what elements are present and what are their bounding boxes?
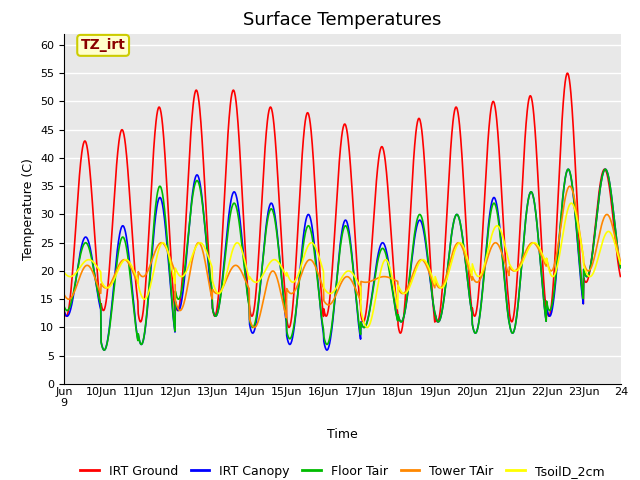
IRT Ground: [246, 308, 254, 313]
IRT Canopy: [502, 288, 509, 294]
Floor Tair: [616, 264, 624, 270]
Tower TAir: [250, 324, 258, 330]
TsoilD_2cm: [551, 272, 559, 277]
TsoilD_2cm: [170, 277, 178, 283]
IRT Ground: [502, 260, 509, 265]
Tower TAir: [246, 318, 254, 324]
Floor Tair: [184, 233, 192, 239]
Line: IRT Ground: IRT Ground: [64, 73, 620, 333]
Tower TAir: [429, 280, 436, 286]
TsoilD_2cm: [502, 245, 509, 251]
IRT Canopy: [60, 308, 68, 314]
Line: IRT Canopy: IRT Canopy: [64, 169, 620, 350]
IRT Canopy: [171, 326, 179, 332]
Tower TAir: [184, 283, 191, 288]
Floor Tair: [564, 167, 572, 172]
Y-axis label: Temperature (C): Temperature (C): [22, 158, 35, 260]
IRT Ground: [184, 183, 191, 189]
Tower TAir: [551, 261, 559, 267]
IRT Ground: [60, 307, 68, 312]
IRT Ground: [429, 299, 436, 305]
TsoilD_2cm: [60, 269, 68, 275]
Floor Tair: [100, 347, 108, 353]
IRT Canopy: [564, 167, 572, 172]
Floor Tair: [171, 325, 179, 331]
Line: Tower TAir: Tower TAir: [64, 186, 620, 327]
TsoilD_2cm: [429, 276, 436, 282]
IRT Canopy: [551, 288, 559, 294]
Legend: IRT Ground, IRT Canopy, Floor Tair, Tower TAir, TsoilD_2cm: IRT Ground, IRT Canopy, Floor Tair, Towe…: [76, 460, 609, 480]
Tower TAir: [502, 262, 509, 268]
X-axis label: Time: Time: [327, 428, 358, 441]
Tower TAir: [170, 266, 178, 272]
IRT Canopy: [616, 264, 624, 270]
IRT Ground: [397, 330, 404, 336]
TsoilD_2cm: [246, 275, 254, 280]
Text: TZ_irt: TZ_irt: [81, 38, 125, 52]
Line: Floor Tair: Floor Tair: [64, 169, 620, 350]
TsoilD_2cm: [568, 200, 575, 206]
IRT Ground: [551, 259, 559, 265]
IRT Canopy: [429, 299, 436, 305]
IRT Ground: [170, 301, 178, 307]
Floor Tair: [551, 284, 559, 289]
Title: Surface Temperatures: Surface Temperatures: [243, 11, 442, 29]
IRT Canopy: [100, 347, 108, 353]
Tower TAir: [566, 183, 573, 189]
IRT Canopy: [184, 235, 192, 241]
TsoilD_2cm: [616, 261, 624, 267]
Tower TAir: [60, 291, 68, 297]
Tower TAir: [616, 258, 624, 264]
Floor Tair: [246, 320, 254, 326]
Floor Tair: [60, 303, 68, 309]
Floor Tair: [502, 290, 509, 296]
IRT Ground: [616, 274, 624, 279]
IRT Ground: [564, 70, 572, 76]
TsoilD_2cm: [184, 265, 191, 271]
TsoilD_2cm: [364, 324, 371, 330]
Floor Tair: [429, 298, 436, 304]
IRT Canopy: [246, 325, 254, 331]
Line: TsoilD_2cm: TsoilD_2cm: [64, 203, 620, 327]
